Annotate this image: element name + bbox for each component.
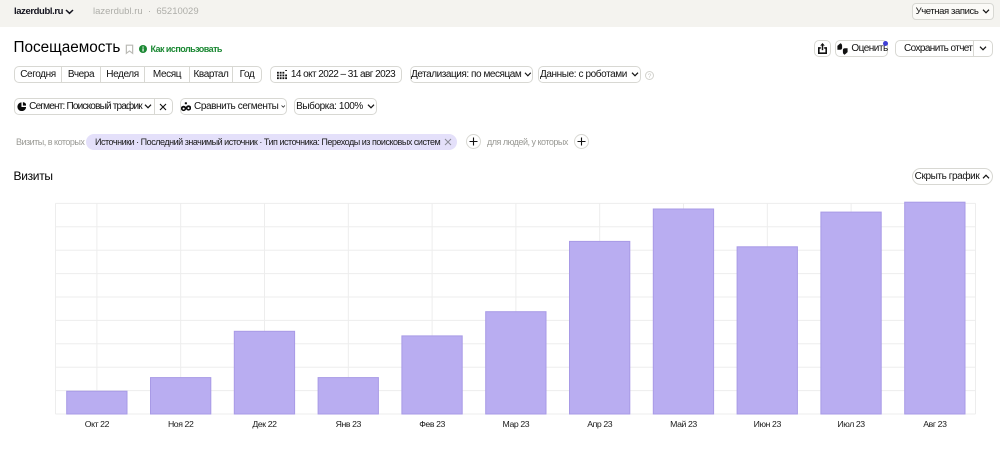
svg-text:Окт 22: Окт 22	[85, 419, 110, 429]
svg-text:Июн 23: Июн 23	[754, 419, 782, 429]
svg-text:Апр 23: Апр 23	[587, 419, 613, 429]
svg-text:Ноя 22: Ноя 22	[168, 419, 194, 429]
svg-text:Авг 23: Авг 23	[923, 419, 947, 429]
svg-text:Фев 23: Фев 23	[419, 419, 445, 429]
svg-text:Июл 23: Июл 23	[837, 419, 865, 429]
svg-text:Май 23: Май 23	[670, 419, 697, 429]
svg-text:Дек 22: Дек 22	[252, 419, 277, 429]
svg-text:Янв 23: Янв 23	[336, 419, 362, 429]
svg-text:Мар 23: Мар 23	[503, 419, 530, 429]
svg-text:?: ?	[647, 73, 651, 80]
